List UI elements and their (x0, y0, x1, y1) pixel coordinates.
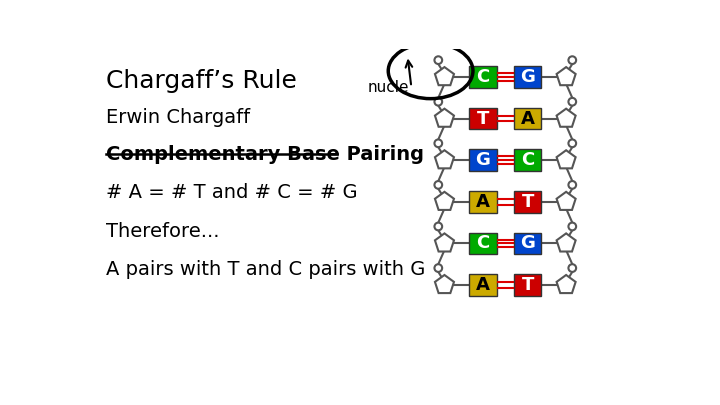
FancyBboxPatch shape (514, 232, 541, 254)
Circle shape (434, 98, 442, 106)
Text: G: G (520, 68, 535, 86)
Polygon shape (557, 192, 576, 210)
FancyBboxPatch shape (469, 149, 497, 171)
Circle shape (568, 139, 576, 147)
FancyBboxPatch shape (469, 191, 497, 213)
Circle shape (568, 98, 576, 106)
Text: G: G (475, 151, 490, 169)
Circle shape (434, 139, 442, 147)
Polygon shape (435, 233, 454, 252)
FancyBboxPatch shape (469, 232, 497, 254)
Text: C: C (521, 151, 534, 169)
Text: Therefore...: Therefore... (106, 222, 219, 241)
Text: C: C (477, 234, 490, 252)
Polygon shape (435, 67, 454, 85)
FancyBboxPatch shape (514, 66, 541, 88)
Text: # A = # T and # C = # G: # A = # T and # C = # G (106, 183, 357, 202)
Circle shape (568, 223, 576, 230)
Text: A: A (476, 276, 490, 294)
Polygon shape (557, 67, 576, 85)
Polygon shape (557, 275, 576, 293)
Text: G: G (520, 234, 535, 252)
Circle shape (434, 56, 442, 64)
FancyBboxPatch shape (469, 66, 497, 88)
FancyBboxPatch shape (514, 108, 541, 130)
Circle shape (434, 223, 442, 230)
Text: nucle: nucle (367, 80, 409, 95)
Text: A: A (521, 110, 534, 128)
FancyBboxPatch shape (469, 108, 497, 130)
Text: Complementary Base Pairing: Complementary Base Pairing (106, 145, 423, 164)
Text: T: T (477, 110, 489, 128)
Polygon shape (557, 150, 576, 168)
Circle shape (434, 181, 442, 189)
Text: A pairs with T and C pairs with G: A pairs with T and C pairs with G (106, 260, 425, 279)
Circle shape (434, 264, 442, 272)
Polygon shape (435, 109, 454, 127)
Text: C: C (477, 68, 490, 86)
Polygon shape (435, 192, 454, 210)
Text: Chargaff’s Rule: Chargaff’s Rule (106, 69, 297, 94)
FancyBboxPatch shape (469, 274, 497, 296)
Text: Erwin Chargaff: Erwin Chargaff (106, 108, 250, 127)
Text: T: T (521, 276, 534, 294)
Circle shape (568, 264, 576, 272)
Text: T: T (521, 193, 534, 211)
Polygon shape (557, 109, 576, 127)
FancyBboxPatch shape (514, 274, 541, 296)
Polygon shape (557, 233, 576, 252)
Circle shape (568, 56, 576, 64)
FancyBboxPatch shape (514, 191, 541, 213)
Polygon shape (435, 150, 454, 168)
Circle shape (568, 181, 576, 189)
FancyBboxPatch shape (514, 149, 541, 171)
Text: A: A (476, 193, 490, 211)
Polygon shape (435, 275, 454, 293)
